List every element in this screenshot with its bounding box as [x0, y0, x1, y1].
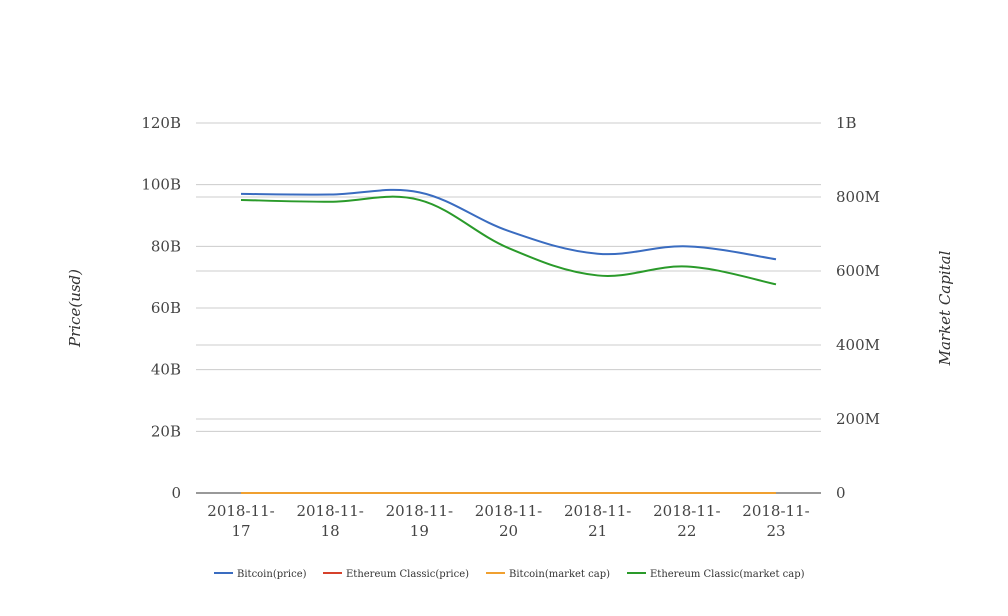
series-line-3 [240, 195, 777, 286]
legend-label[interactable]: Bitcoin(market cap) [509, 569, 610, 580]
left-axis-title: Price(usd) [66, 269, 84, 348]
right-axis-ticks: 0 200M 400M 600M 800M 1B [836, 114, 880, 502]
x-tick-label: 2018-11-20 [475, 502, 542, 540]
legend-label[interactable]: Ethereum Classic(price) [346, 569, 469, 580]
left-axis-ticks: 0 20B 40B 60B 80B 100B 120B [141, 114, 181, 502]
left-tick-label: 120B [141, 114, 181, 132]
left-tick-label: 60B [151, 299, 181, 317]
x-tick-label: 2018-11-21 [564, 502, 631, 540]
series-line-0 [240, 188, 777, 261]
x-tick-label: 2018-11-22 [653, 502, 720, 540]
right-tick-label: 1B [836, 114, 857, 132]
right-tick-label: 0 [836, 484, 846, 502]
legend-label[interactable]: Bitcoin(price) [237, 569, 307, 580]
right-tick-label: 800M [836, 188, 880, 206]
x-tick-label: 2018-11-17 [207, 502, 274, 540]
right-axis-title: Market Capital [936, 250, 954, 366]
left-tick-label: 80B [151, 237, 181, 255]
right-tick-label: 200M [836, 410, 880, 428]
left-tick-label: 40B [151, 361, 181, 379]
legend-label[interactable]: Ethereum Classic(market cap) [650, 569, 805, 580]
series-lines [240, 188, 777, 495]
legend: Bitcoin(price) Ethereum Classic(price) Bit… [214, 569, 805, 580]
x-tick-label: 2018-11-23 [742, 502, 809, 540]
right-tick-label: 400M [836, 336, 880, 354]
x-tick-label: 2018-11-18 [296, 502, 363, 540]
left-tick-label: 20B [151, 422, 181, 440]
left-tick-label: 100B [141, 176, 181, 194]
grid-lines [196, 122, 821, 494]
left-tick-label: 0 [171, 484, 181, 502]
x-axis-ticks: 2018-11-17 2018-11-18 2018-11-19 2018-11-20… [207, 502, 809, 540]
right-tick-label: 600M [836, 262, 880, 280]
x-tick-label: 2018-11-19 [386, 502, 453, 540]
